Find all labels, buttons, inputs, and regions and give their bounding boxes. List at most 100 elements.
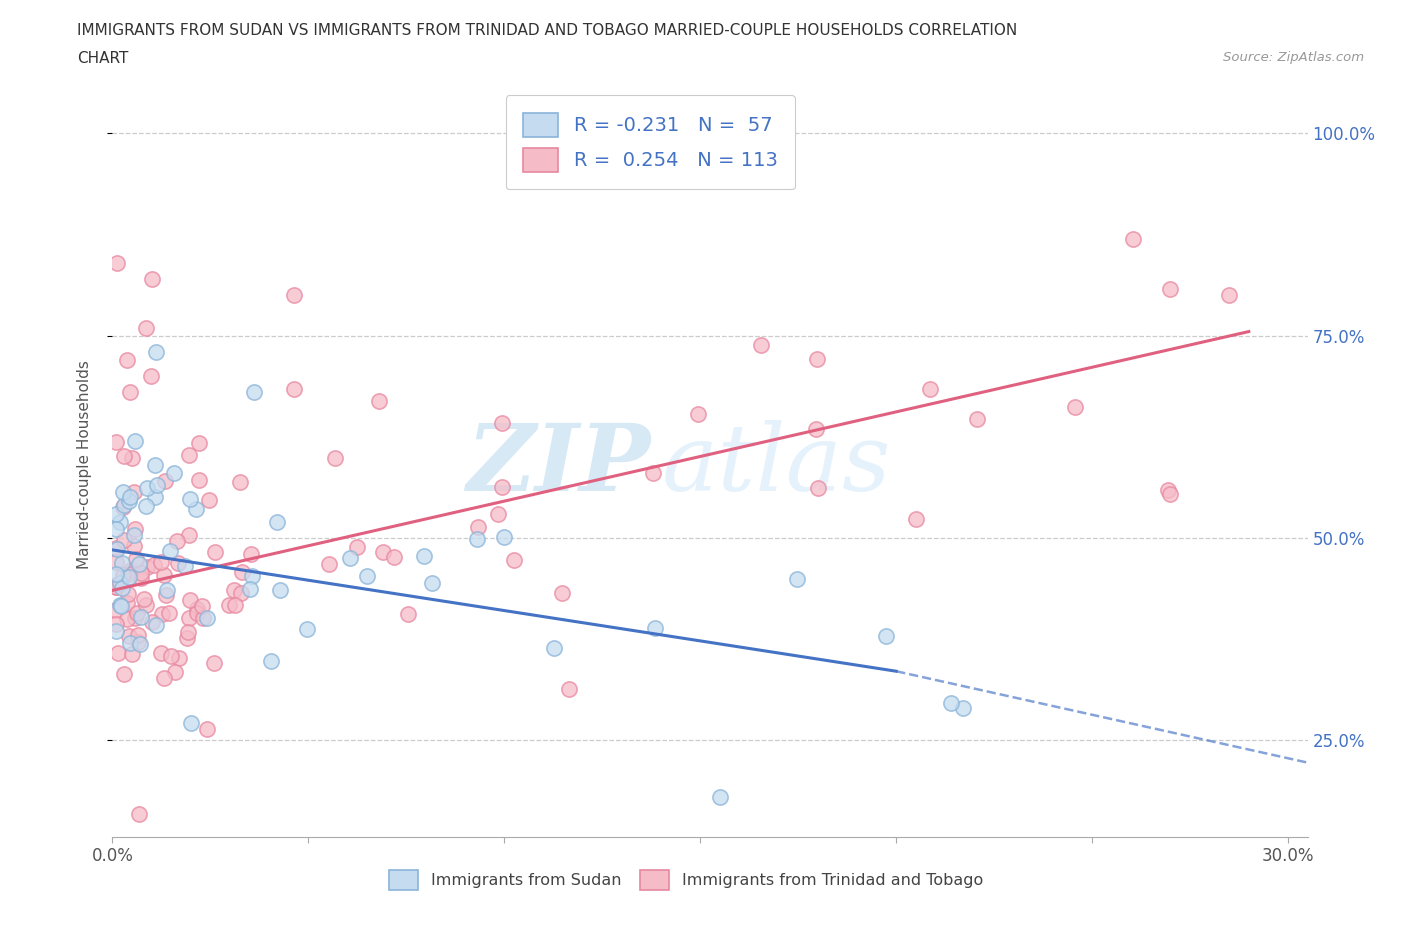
Point xyxy=(107,645,129,660)
Point xyxy=(129,609,152,624)
Point xyxy=(143,458,166,472)
Point xyxy=(318,556,340,571)
Point xyxy=(146,477,169,492)
Point xyxy=(121,450,143,465)
Point xyxy=(127,634,149,649)
Point xyxy=(188,472,211,487)
Y-axis label: Married-couple Households: Married-couple Households xyxy=(77,361,91,569)
Point xyxy=(124,610,146,625)
Point xyxy=(231,565,253,579)
Point xyxy=(122,538,145,553)
Point xyxy=(127,628,149,643)
Point xyxy=(111,485,134,499)
Point xyxy=(108,597,131,612)
Point xyxy=(111,556,134,571)
Point xyxy=(128,637,150,652)
Point xyxy=(167,650,190,665)
Point xyxy=(132,591,155,606)
Point xyxy=(129,565,152,580)
Point xyxy=(240,568,263,583)
Point xyxy=(197,722,219,737)
Point xyxy=(107,256,129,271)
Point xyxy=(118,385,141,400)
Point xyxy=(105,578,128,592)
Point xyxy=(110,514,132,529)
Point xyxy=(396,606,419,621)
Point xyxy=(135,320,157,335)
Point xyxy=(160,648,183,663)
Point xyxy=(283,382,305,397)
Point xyxy=(229,586,252,601)
Point xyxy=(139,368,162,383)
Point xyxy=(112,498,135,512)
Point xyxy=(190,598,212,613)
Point xyxy=(150,606,173,621)
Point xyxy=(1159,486,1181,501)
Point xyxy=(239,582,262,597)
Point xyxy=(467,519,489,534)
Point xyxy=(191,611,214,626)
Point xyxy=(806,352,828,366)
Point xyxy=(558,682,581,697)
Point xyxy=(141,615,163,630)
Point xyxy=(339,551,361,565)
Point xyxy=(180,716,202,731)
Point xyxy=(550,585,572,600)
Point xyxy=(112,568,135,583)
Point xyxy=(1064,400,1087,415)
Point xyxy=(135,499,157,514)
Point xyxy=(125,551,148,566)
Point xyxy=(243,385,266,400)
Point xyxy=(111,581,134,596)
Point xyxy=(105,616,128,631)
Point xyxy=(240,547,263,562)
Text: ZIP: ZIP xyxy=(465,420,651,510)
Text: Source: ZipAtlas.com: Source: ZipAtlas.com xyxy=(1223,51,1364,64)
Point xyxy=(644,620,666,635)
Point xyxy=(110,576,132,591)
Point xyxy=(413,548,436,563)
Point xyxy=(202,656,225,671)
Point xyxy=(749,338,772,352)
Point xyxy=(118,490,141,505)
Point xyxy=(177,610,200,625)
Point xyxy=(135,598,157,613)
Point xyxy=(179,592,201,607)
Point xyxy=(1159,282,1181,297)
Point xyxy=(118,569,141,584)
Point xyxy=(112,532,135,547)
Point xyxy=(186,605,208,620)
Point xyxy=(260,654,283,669)
Point xyxy=(118,636,141,651)
Point xyxy=(786,571,808,586)
Point xyxy=(1156,482,1178,497)
Point xyxy=(283,287,305,302)
Point xyxy=(105,434,128,449)
Point xyxy=(105,541,128,556)
Point xyxy=(641,466,664,481)
Point xyxy=(204,544,226,559)
Point xyxy=(952,701,974,716)
Point xyxy=(105,507,128,522)
Point xyxy=(179,491,201,506)
Point xyxy=(105,555,128,570)
Point xyxy=(155,588,177,603)
Point xyxy=(124,522,146,537)
Point xyxy=(112,448,135,463)
Point xyxy=(186,501,208,516)
Point xyxy=(118,494,141,509)
Point xyxy=(124,485,146,499)
Point xyxy=(543,641,565,656)
Point xyxy=(177,447,200,462)
Point xyxy=(153,473,176,488)
Point xyxy=(1122,232,1144,246)
Point xyxy=(159,543,181,558)
Point xyxy=(224,598,246,613)
Point xyxy=(486,506,509,521)
Point xyxy=(117,587,139,602)
Point xyxy=(179,527,201,542)
Point xyxy=(920,382,942,397)
Text: IMMIGRANTS FROM SUDAN VS IMMIGRANTS FROM TRINIDAD AND TOBAGO MARRIED-COUPLE HOUS: IMMIGRANTS FROM SUDAN VS IMMIGRANTS FROM… xyxy=(77,23,1018,38)
Point xyxy=(145,618,167,632)
Legend: Immigrants from Sudan, Immigrants from Trinidad and Tobago: Immigrants from Sudan, Immigrants from T… xyxy=(382,864,990,896)
